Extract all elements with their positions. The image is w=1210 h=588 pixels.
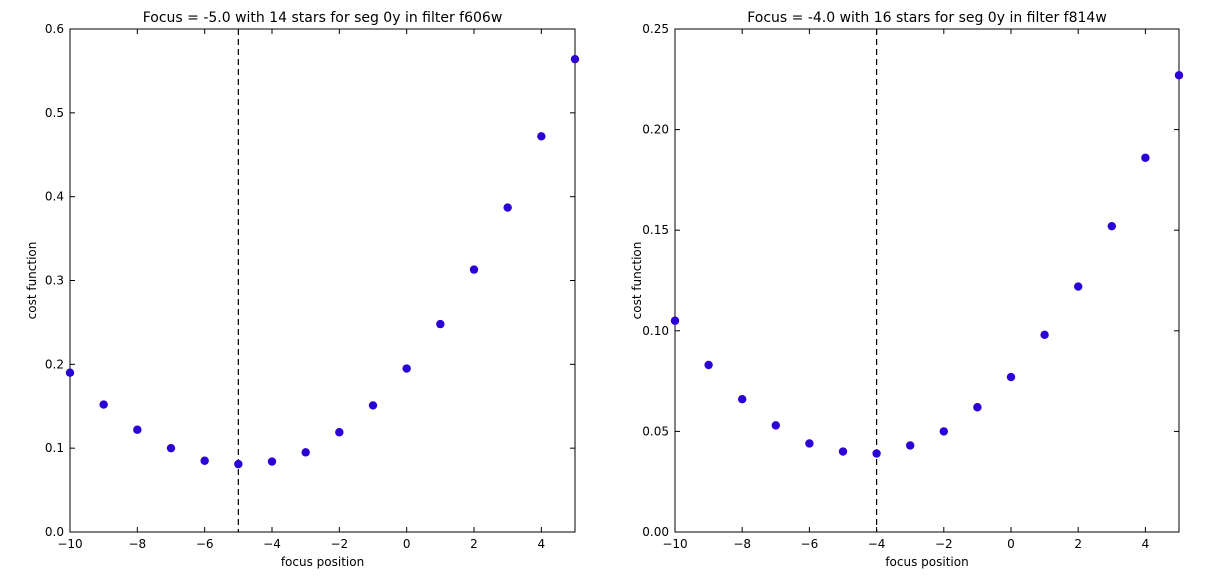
x-tick-label: 2: [1074, 537, 1082, 551]
x-tick-label: 0: [403, 537, 411, 551]
y-tick-label: 0.10: [642, 324, 669, 338]
data-point: [234, 459, 243, 469]
y-tick-label: 0.3: [45, 274, 64, 288]
x-tick-label: 2: [470, 537, 478, 551]
data-point: [1040, 330, 1049, 340]
x-tick-label: 4: [538, 537, 546, 551]
data-point: [436, 319, 445, 329]
data-point: [1006, 372, 1016, 382]
y-axis-label: cost function: [25, 242, 39, 320]
data-point: [368, 401, 378, 410]
data-point: [402, 364, 411, 373]
x-tick-label: 4: [1142, 537, 1150, 551]
chart-title: Focus = -5.0 with 14 stars for seg 0y in…: [143, 10, 503, 26]
data-point: [469, 265, 479, 274]
x-tick-label: −10: [57, 537, 82, 551]
data-point: [267, 457, 277, 466]
chart-panel-1: −10 −8 −6 −4 −2 0 2 4 0.0 0.1 0.2 0.3 0.4 0.5 0.6 Focus…: [25, 10, 580, 569]
data-point: [872, 449, 881, 458]
y-tick-label: 0.2: [45, 357, 64, 371]
data-point: [166, 443, 176, 453]
data-point: [1107, 221, 1117, 231]
x-tick-label: −2: [330, 537, 348, 551]
data-point: [133, 425, 142, 434]
data-point: [973, 403, 982, 412]
x-tick-label: −4: [868, 537, 886, 551]
x-tick-label: −4: [263, 537, 281, 551]
x-tick-label: −2: [935, 537, 953, 551]
data-point: [65, 368, 75, 377]
y-tick-label: 0.6: [45, 22, 64, 36]
data-point: [939, 427, 948, 436]
data-point: [771, 421, 780, 430]
y-tick-label: 0.15: [642, 223, 669, 237]
chart-title: Focus = -4.0 with 16 stars for seg 0y in…: [747, 10, 1107, 26]
data-point: [537, 132, 546, 141]
data-point: [670, 316, 680, 325]
y-tick-label: 0.00: [642, 525, 669, 539]
y-axis-label: cost function: [630, 242, 644, 320]
data-point: [738, 395, 747, 404]
data-point: [838, 447, 848, 456]
y-tick-label: 0.25: [642, 22, 669, 36]
x-axis-label: focus position: [281, 555, 364, 569]
y-tick-label: 0.0: [45, 525, 64, 539]
x-tick-label: −8: [128, 537, 146, 551]
data-point: [704, 360, 713, 370]
data-point: [1074, 282, 1083, 291]
data-point: [99, 400, 108, 409]
data-point: [200, 456, 209, 465]
y-tick-label: 0.5: [45, 106, 64, 120]
x-tick-label: −8: [733, 537, 751, 551]
data-point: [1174, 71, 1184, 80]
x-tick-label: −10: [662, 537, 687, 551]
data-point: [1141, 153, 1150, 162]
y-tick-label: 0.4: [45, 190, 64, 204]
x-tick-label: 0: [1007, 537, 1015, 551]
x-tick-label: −6: [196, 537, 214, 551]
data-point: [301, 448, 310, 457]
data-point: [335, 428, 344, 437]
y-tick-label: 0.20: [642, 123, 669, 137]
data-point: [570, 54, 580, 64]
data-point: [503, 203, 512, 212]
plot-frame: [674, 28, 1180, 533]
x-tick-label: −6: [801, 537, 819, 551]
plot-frame: [69, 28, 576, 533]
y-tick-label: 0.05: [642, 424, 669, 438]
y-tick-label: 0.1: [45, 441, 64, 455]
data-point: [906, 441, 915, 450]
chart-panel-2: −10 −8 −6 −4 −2 0 2 4 0.00 0.05 0.10 0.15 0.20 0.25 Fo…: [630, 10, 1184, 569]
data-point: [805, 439, 814, 448]
x-axis-label: focus position: [885, 555, 968, 569]
